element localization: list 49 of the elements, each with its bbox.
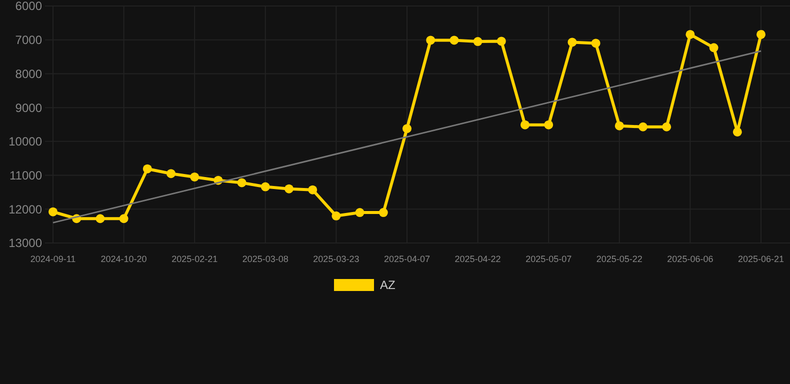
y-tick-label: 11000 bbox=[10, 168, 42, 182]
point bbox=[96, 214, 105, 224]
point bbox=[426, 36, 436, 45]
x-tick-label: 2025-05-22 bbox=[596, 254, 642, 264]
y-tick-label: 10000 bbox=[8, 134, 42, 149]
x-tick-label: 2024-10-20 bbox=[100, 254, 147, 264]
point bbox=[662, 122, 672, 132]
legend-label: AZ bbox=[380, 278, 396, 292]
point bbox=[355, 208, 364, 218]
y-tick-label: 9000 bbox=[15, 100, 42, 115]
y-tick-label: 6000 bbox=[15, 0, 42, 14]
point bbox=[332, 211, 341, 220]
point bbox=[237, 178, 246, 188]
x-tick-label: 2025-03-23 bbox=[313, 254, 360, 264]
point bbox=[450, 36, 459, 45]
point bbox=[638, 122, 648, 132]
point bbox=[190, 172, 200, 182]
x-tick-label: 2025-02-21 bbox=[172, 254, 218, 264]
y-tick-label: 7000 bbox=[15, 33, 42, 48]
point bbox=[48, 207, 58, 216]
x-tick-label: 2025-04-22 bbox=[454, 254, 501, 264]
y-tick-label: 12000 bbox=[8, 202, 42, 216]
point bbox=[732, 127, 742, 136]
point bbox=[308, 185, 318, 194]
point bbox=[520, 120, 530, 130]
point bbox=[142, 164, 152, 174]
y-tick-label: 13000 bbox=[8, 236, 42, 250]
point bbox=[614, 121, 624, 130]
x-tick-label: 2025-06-06 bbox=[667, 254, 714, 264]
point bbox=[473, 37, 482, 46]
x-tick-label: 2025-04-07 bbox=[384, 254, 430, 264]
point bbox=[496, 36, 506, 46]
point bbox=[284, 184, 294, 194]
point bbox=[119, 214, 128, 224]
x-tick-label: 2025-06-21 bbox=[738, 254, 784, 264]
point bbox=[544, 120, 554, 130]
y-tick-label: 8000 bbox=[15, 66, 42, 81]
x-tick-label: 2024-09-11 bbox=[30, 254, 76, 264]
x-tick-label: 2025-05-07 bbox=[526, 254, 572, 264]
point bbox=[686, 30, 695, 39]
point bbox=[260, 182, 270, 192]
point bbox=[378, 208, 388, 218]
x-tick-label: 2025-03-08 bbox=[242, 254, 288, 264]
point bbox=[568, 38, 577, 47]
point bbox=[756, 30, 766, 39]
point bbox=[591, 38, 600, 48]
point bbox=[709, 43, 718, 52]
point bbox=[166, 169, 176, 178]
point bbox=[402, 124, 412, 134]
